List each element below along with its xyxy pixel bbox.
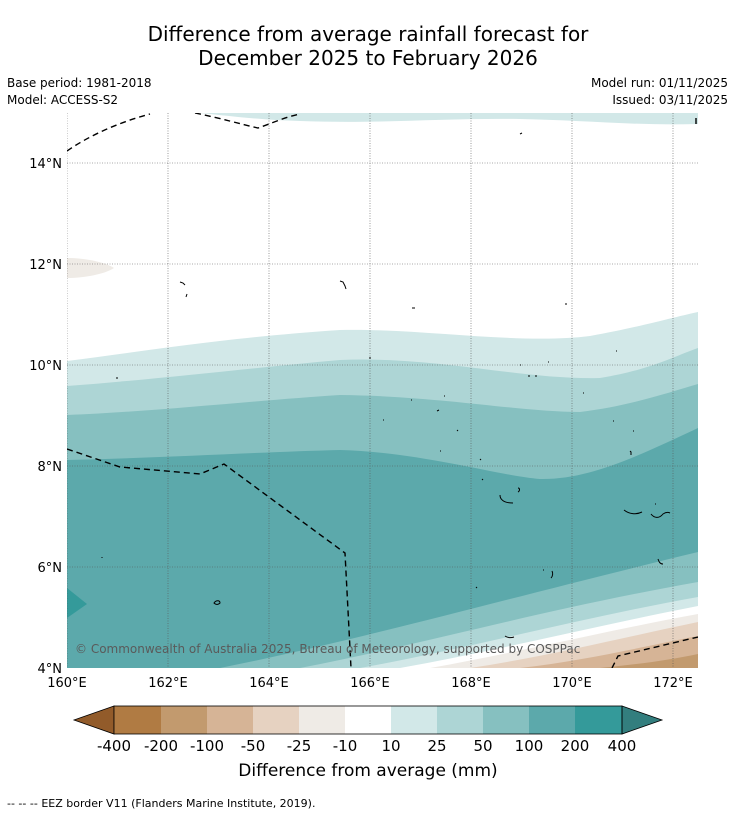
lon-label: 160°E xyxy=(47,676,87,691)
colorbar-swatch xyxy=(207,706,253,734)
colorbar-swatch xyxy=(391,706,437,734)
colorbar-swatch xyxy=(437,706,483,734)
copyright-text: © Commonwealth of Australia 2025, Bureau… xyxy=(75,642,580,656)
lon-label: 172°E xyxy=(653,676,693,691)
model-run: Model run: 01/11/2025 xyxy=(590,76,728,90)
colorbar-frame xyxy=(113,705,623,735)
chart-title: Difference from average rainfall forecas… xyxy=(0,22,736,70)
meta-right: Model run: 01/11/2025 Issued: 03/11/2025 xyxy=(591,75,728,109)
band-minus50-100-south xyxy=(520,636,698,668)
colorbar-tick: 25 xyxy=(427,737,446,755)
title-line-1: Difference from average rainfall forecas… xyxy=(147,22,589,46)
lat-label: 12°N xyxy=(29,258,62,273)
lat-label: 14°N xyxy=(29,157,62,172)
colorbar-tick: 200 xyxy=(561,737,590,755)
colorbar-swatch xyxy=(483,706,529,734)
colorbar-tick: -400 xyxy=(97,737,131,755)
title-line-2: December 2025 to February 2026 xyxy=(198,46,538,70)
colorbar-swatch xyxy=(253,706,299,734)
colorbar-tick: -25 xyxy=(287,737,312,755)
colorbar-swatch xyxy=(529,706,575,734)
lat-label: 4°N xyxy=(38,662,63,677)
colorbar-swatch xyxy=(114,706,161,734)
model-name: Model: ACCESS-S2 xyxy=(7,93,119,107)
gridlines xyxy=(67,113,698,668)
footnote: -- -- -- EEZ border V11 (Flanders Marine… xyxy=(7,797,315,810)
colorbar-arrow-high xyxy=(621,705,664,735)
rainfall-field xyxy=(67,113,698,668)
islands xyxy=(101,132,671,639)
colorbar-tick: -200 xyxy=(144,737,178,755)
colorbar-tick: 50 xyxy=(473,737,492,755)
lon-label: 168°E xyxy=(451,676,491,691)
eez-borders xyxy=(67,113,698,668)
colorbar-tick: -10 xyxy=(333,737,358,755)
colorbar-tick: 100 xyxy=(515,737,544,755)
colorbar-swatch xyxy=(575,706,622,734)
band-minus100-200-south xyxy=(600,654,698,668)
patch-minus10-25-west xyxy=(67,258,114,278)
lon-label: 170°E xyxy=(552,676,592,691)
band-200-400-west xyxy=(67,588,87,618)
lon-label: 166°E xyxy=(350,676,390,691)
colorbar-tick: -50 xyxy=(241,737,266,755)
lon-labels: 160°E 162°E 164°E 166°E 168°E 170°E 172°… xyxy=(47,676,693,691)
eez-legend-text: EEZ border V11 (Flanders Marine Institut… xyxy=(41,797,316,810)
band-10-25-north xyxy=(200,113,698,125)
lon-label: 164°E xyxy=(249,676,289,691)
lat-label: 10°N xyxy=(29,359,62,374)
lon-label: 162°E xyxy=(148,676,188,691)
colorbar-tick: 10 xyxy=(381,737,400,755)
colorbar-label: Difference from average (mm) xyxy=(238,761,498,781)
eez-legend-dashes: -- -- -- xyxy=(7,797,38,810)
lat-label: 8°N xyxy=(38,460,63,475)
colorbar-arrow-low xyxy=(72,705,115,735)
colorbar-ticks: -400 -200 -100 -50 -25 -10 10 25 50 100 … xyxy=(97,737,636,755)
colorbar-tick: -100 xyxy=(190,737,224,755)
colorbar: -400 -200 -100 -50 -25 -10 10 25 50 100 … xyxy=(72,705,664,755)
colorbar-swatch xyxy=(161,706,207,734)
issued-date: Issued: 03/11/2025 xyxy=(612,93,728,107)
lat-labels: 14°N 12°N 10°N 8°N 6°N 4°N xyxy=(29,157,62,677)
base-period: Base period: 1981-2018 xyxy=(7,76,152,90)
lat-label: 6°N xyxy=(38,561,63,576)
colorbar-swatch xyxy=(299,706,345,734)
colorbar-swatch xyxy=(345,706,391,734)
meta-left: Base period: 1981-2018 Model: ACCESS-S2 xyxy=(7,75,152,109)
colorbar-tick: 400 xyxy=(608,737,637,755)
